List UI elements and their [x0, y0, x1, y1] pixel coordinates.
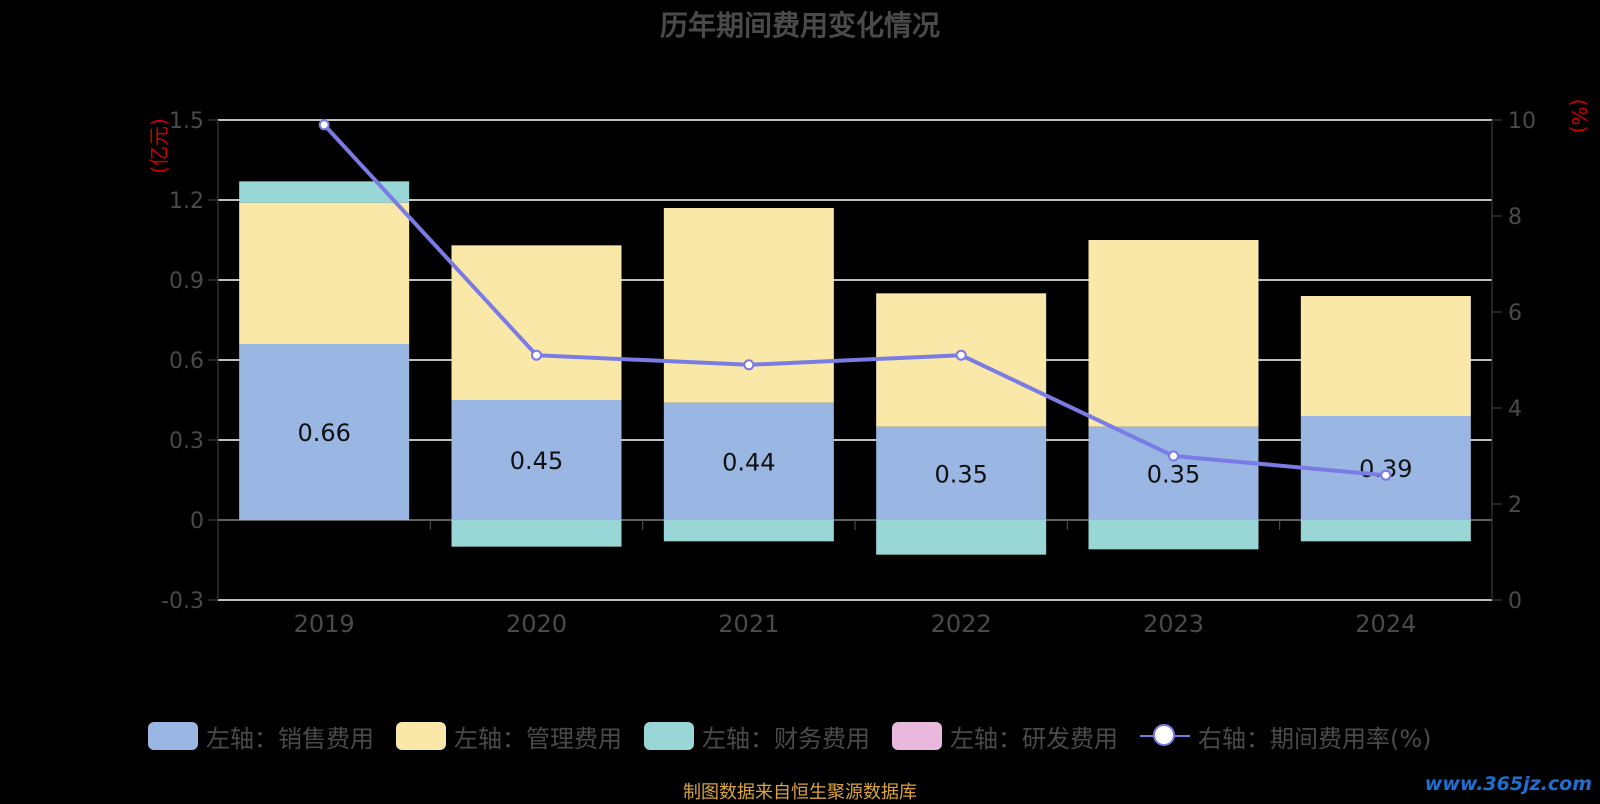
- bar-finance: [1088, 520, 1259, 550]
- legend-item-admin[interactable]: 左轴：管理费用: [396, 719, 622, 754]
- legend-line-rate: [1140, 722, 1190, 750]
- left-tick-label: 1.5: [169, 109, 204, 134]
- data-label-sales: 0.35: [934, 460, 987, 488]
- right-tick-label: 2: [1508, 493, 1522, 518]
- chart-title: 历年期间费用变化情况: [659, 9, 940, 42]
- left-tick-label: 1.2: [169, 189, 204, 214]
- data-label-sales: 0.66: [297, 419, 350, 447]
- bar-admin: [1088, 240, 1259, 427]
- rate-point: [318, 119, 330, 131]
- x-tick-label: 2019: [294, 610, 355, 638]
- x-tick-label: 2024: [1355, 610, 1416, 638]
- bar-admin: [239, 202, 410, 344]
- left-tick-label: -0.3: [161, 589, 204, 614]
- left-axis-unit: (亿元): [147, 118, 171, 174]
- bar-finance: [1300, 520, 1471, 542]
- bar-sales: [239, 344, 410, 520]
- rate-point: [1168, 450, 1179, 462]
- right-tick-label: 10: [1508, 109, 1536, 134]
- rate-point: [531, 349, 542, 361]
- data-label-sales: 0.35: [1147, 460, 1200, 488]
- bar-finance: [451, 520, 622, 547]
- rate-point: [743, 359, 755, 371]
- rate-line: [322, 123, 1387, 478]
- bar-admin: [663, 208, 834, 403]
- left-tick-label: 0: [190, 509, 204, 534]
- bar-sales: [876, 426, 1047, 520]
- x-tick-label: 2020: [506, 610, 567, 638]
- legend-label-admin: 左轴：管理费用: [454, 724, 622, 753]
- x-tick-label: 2022: [931, 610, 992, 638]
- data-label-sales: 0.45: [510, 447, 563, 475]
- legend-swatch-admin: [396, 722, 446, 750]
- legend-swatch-sales: [148, 722, 198, 750]
- bar-sales: [1300, 416, 1471, 520]
- legend-label-sales: 左轴：销售费用: [206, 724, 374, 753]
- right-tick-label: 6: [1508, 301, 1522, 326]
- x-tick-label: 2021: [718, 610, 779, 638]
- bar-finance: [663, 520, 834, 542]
- rate-point: [955, 349, 967, 361]
- bar-sales: [451, 400, 622, 520]
- legend-item-sales[interactable]: 左轴：销售费用: [148, 719, 374, 754]
- source-note: 制图数据来自恒生聚源数据库: [683, 782, 917, 803]
- legend-item-finance[interactable]: 左轴：财务费用: [644, 719, 870, 754]
- watermark: www.365jz.com: [1424, 773, 1592, 795]
- left-tick-label: 0.9: [169, 269, 204, 294]
- right-axis-unit: (%): [1567, 99, 1591, 134]
- legend-item-rate[interactable]: 右轴：期间费用率(%): [1140, 719, 1432, 754]
- legend-label-finance: 左轴：财务费用: [702, 724, 870, 753]
- bar-sales: [1088, 426, 1259, 520]
- left-tick-label: 0.6: [169, 349, 204, 374]
- legend-item-rnd[interactable]: 左轴：研发费用: [892, 719, 1118, 754]
- bar-sales: [663, 402, 834, 520]
- bar-admin: [451, 245, 622, 400]
- rate-point: [1380, 469, 1392, 481]
- x-tick-label: 2023: [1143, 610, 1204, 638]
- legend-swatch-rnd: [892, 722, 942, 750]
- bar-admin: [1300, 296, 1471, 416]
- bar-finance: [876, 520, 1047, 555]
- legend-label-rnd: 左轴：研发费用: [950, 724, 1118, 753]
- data-label-sales: 0.44: [722, 448, 775, 476]
- right-tick-label: 4: [1508, 397, 1522, 422]
- legend: 左轴：销售费用 左轴：管理费用 左轴：财务费用 左轴：研发费用 右轴：期间费用率…: [148, 718, 1454, 754]
- left-tick-label: 0.3: [169, 429, 204, 454]
- right-tick-label: 0: [1508, 589, 1522, 614]
- bar-finance: [239, 181, 410, 203]
- legend-label-rate: 右轴：期间费用率(%): [1198, 724, 1432, 753]
- legend-swatch-finance: [644, 722, 694, 750]
- right-tick-label: 8: [1508, 205, 1522, 230]
